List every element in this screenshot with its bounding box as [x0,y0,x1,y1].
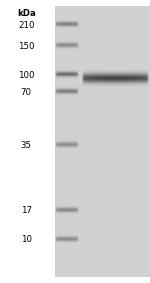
Text: 70: 70 [21,88,32,97]
Text: 17: 17 [21,206,32,215]
Text: 10: 10 [21,235,32,244]
Text: kDa: kDa [17,8,36,18]
Text: 35: 35 [21,141,32,150]
Text: 150: 150 [18,42,34,51]
Text: 210: 210 [18,22,34,31]
Text: 100: 100 [18,72,34,80]
